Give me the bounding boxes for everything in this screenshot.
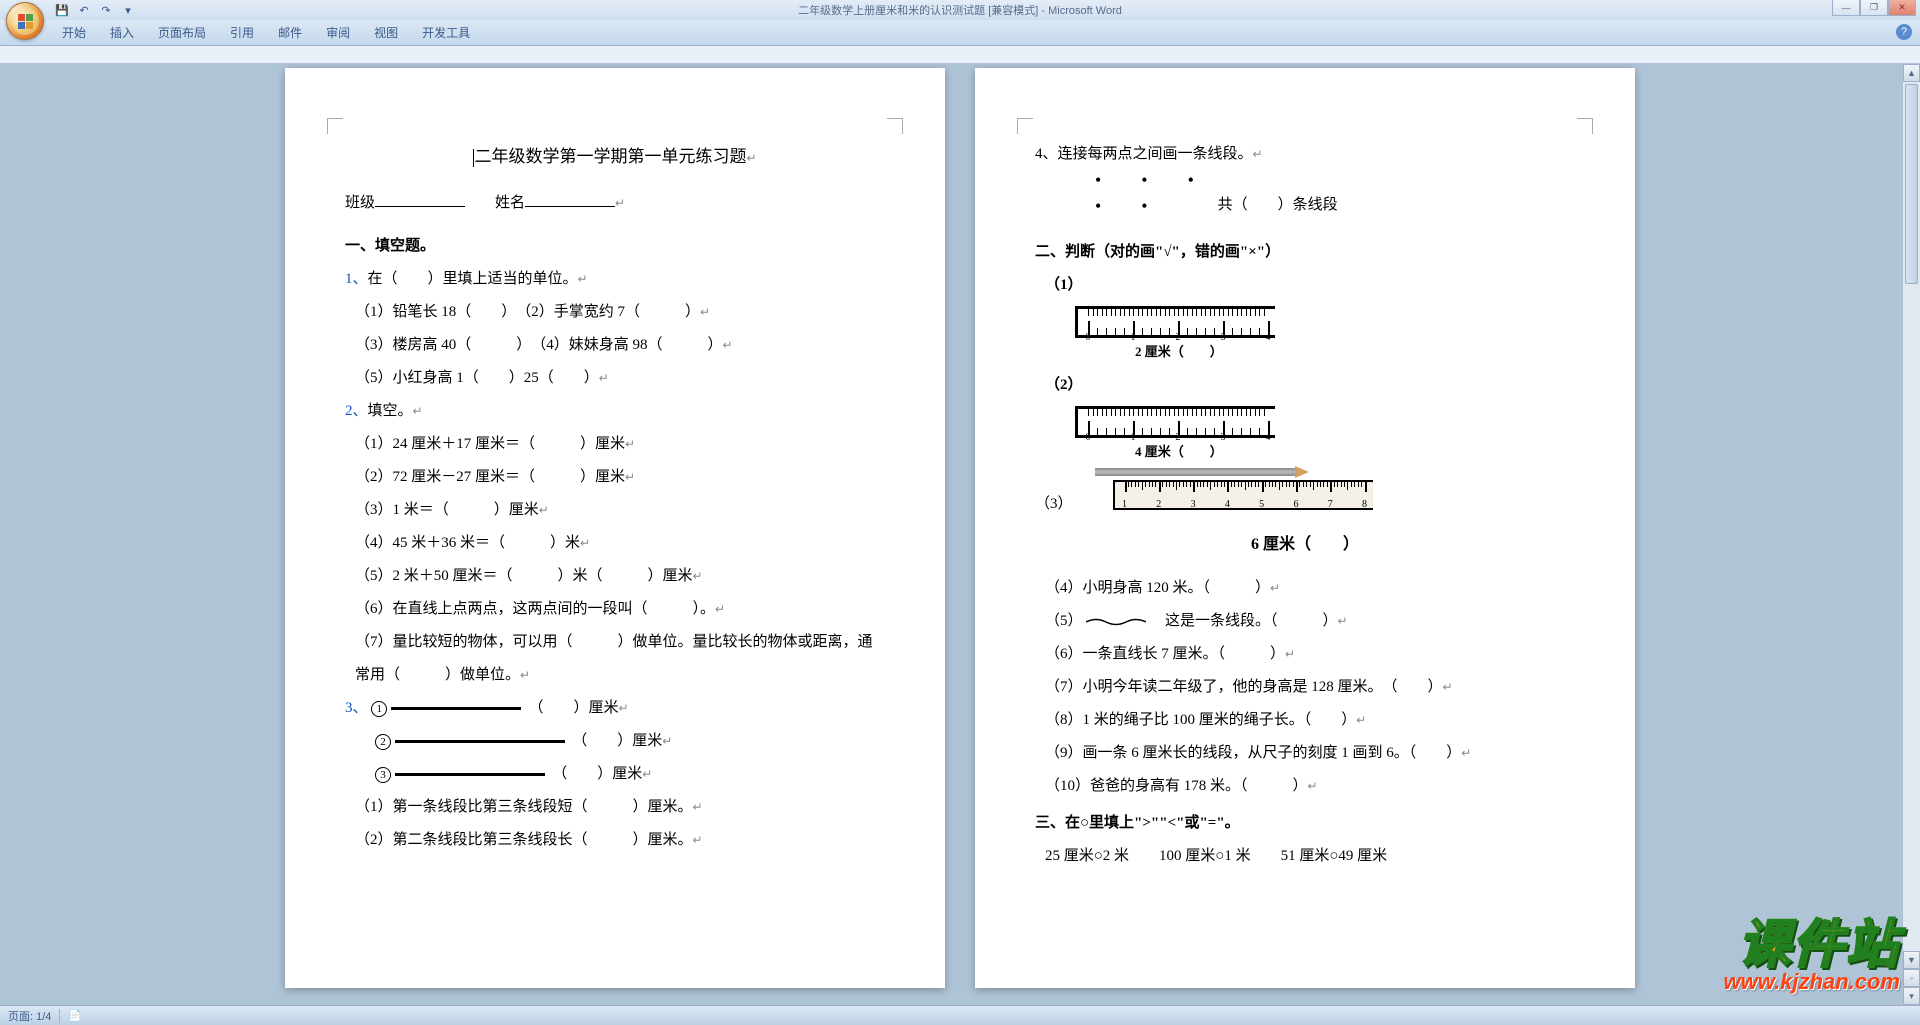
next-page-icon[interactable]: ▾ [1903, 987, 1920, 1005]
section-3-head: 三、在○里填上">""<"或"="。 [1035, 807, 1575, 840]
quick-access-toolbar: 💾 ↶ ↷ ▾ [52, 1, 138, 19]
q1: 1、在（ ）里填上适当的单位。↵ [345, 263, 885, 296]
q2-4: （4）45 米＋36 米＝（ ）米↵ [345, 527, 885, 560]
q2-2: （2）72 厘米－27 厘米＝（ ）厘米↵ [345, 461, 885, 494]
q1-5: （5）小红身高 1（ ）25（ ）↵ [345, 362, 885, 395]
status-bar: 页面: 1/4 📄 [0, 1005, 1920, 1025]
line-segment-1 [391, 707, 521, 710]
q3-s1: （1）第一条线段比第三条线段短（ ）厘米。↵ [345, 791, 885, 824]
office-button[interactable] [6, 2, 44, 40]
q3: 3、 1 （ ）厘米↵ [345, 692, 885, 725]
dots-row-2: •• [1035, 197, 1188, 215]
watermark: 课件站 www.kjzhan.com [1724, 902, 1900, 995]
scroll-down-icon[interactable]: ▼ [1903, 951, 1920, 969]
q3-line2: 2 （ ）厘米↵ [345, 725, 885, 758]
page-1: 二年级数学第一学期第一单元练习题↵ 班级 姓名↵ 一、填空题。 1、在（ ）里填… [285, 68, 945, 988]
line-segment-3 [395, 773, 545, 776]
watermark-text: 课件站 [1724, 902, 1900, 977]
ruler-image-2: 01234 4 厘米（ ） [1075, 406, 1575, 467]
dots-row-1: ••• [1035, 171, 1575, 189]
save-icon[interactable]: 💾 [52, 1, 72, 19]
page-2: 4、连接每两点之间画一条线段。↵ ••• •• 共（ ）条线段 二、判断（对的画… [975, 68, 1635, 988]
help-icon[interactable]: ? [1896, 24, 1912, 40]
minimize-button[interactable]: — [1832, 0, 1860, 16]
status-icon[interactable]: 📄 [68, 1009, 82, 1022]
qat-more-icon[interactable]: ▾ [118, 1, 138, 19]
q1-3: （3）楼房高 40（ ） （4）妹妹身高 98（ ）↵ [345, 329, 885, 362]
judge-3-label: （3） [1035, 488, 1073, 521]
undo-icon[interactable]: ↶ [74, 1, 94, 19]
document-area[interactable]: 二年级数学第一学期第一单元练习题↵ 班级 姓名↵ 一、填空题。 1、在（ ）里填… [0, 64, 1920, 1005]
wave-icon [1086, 617, 1146, 627]
q3-line3: 3 （ ）厘米↵ [345, 758, 885, 791]
judge-9: （9）画一条 6 厘米长的线段，从尺子的刻度 1 画到 6。（ ）↵ [1035, 737, 1575, 770]
prev-page-icon[interactable]: ◦ [1903, 969, 1920, 987]
ruler-image-1: 01234 2 厘米（ ） [1075, 306, 1575, 367]
q3-s2: （2）第二条线段比第三条线段长（ ）厘米。↵ [345, 824, 885, 857]
q2-7: （7）量比较短的物体，可以用（ ）做单位。量比较长的物体或距离，通常用（ ）做单… [345, 626, 885, 692]
scroll-thumb[interactable] [1905, 84, 1918, 284]
judge-4: （4）小明身高 120 米。（ ）↵ [1035, 572, 1575, 605]
q2-1: （1）24 厘米＋17 厘米＝（ ）厘米↵ [345, 428, 885, 461]
title-bar: 💾 ↶ ↷ ▾ 二年级数学上册厘米和米的认识测试题 [兼容模式] - Micro… [0, 0, 1920, 20]
maximize-button[interactable]: ❐ [1860, 0, 1888, 16]
section-2-head: 二、判断（对的画"√"，错的画"×"） [1035, 236, 1575, 269]
tab-layout[interactable]: 页面布局 [146, 20, 218, 45]
judge-7: （7）小明今年读二年级了，他的身高是 128 厘米。 （ ）↵ [1035, 671, 1575, 704]
window-title: 二年级数学上册厘米和米的认识测试题 [兼容模式] - Microsoft Wor… [798, 2, 1122, 18]
ribbon: 开始 插入 页面布局 引用 邮件 审阅 视图 开发工具 ? [0, 20, 1920, 46]
class-name-line: 班级 姓名↵ [345, 187, 885, 220]
tab-insert[interactable]: 插入 [98, 20, 146, 45]
tab-home[interactable]: 开始 [50, 20, 98, 45]
scroll-up-icon[interactable]: ▲ [1903, 64, 1920, 82]
close-button[interactable]: ✕ [1888, 0, 1916, 16]
q4-answer: 共（ ）条线段 [1218, 189, 1338, 222]
section-1-head: 一、填空题。 [345, 230, 885, 263]
horizontal-ruler[interactable] [0, 46, 1920, 64]
judge-8: （8）1 米的绳子比 100 厘米的绳子长。（ ）↵ [1035, 704, 1575, 737]
judge-6: （6）一条直线长 7 厘米。（ ）↵ [1035, 638, 1575, 671]
q4: 4、连接每两点之间画一条线段。↵ [1035, 138, 1575, 171]
ruler-3-caption: 6 厘米（ ） [1035, 527, 1575, 562]
q2-6: （6）在直线上点两点，这两点间的一段叫（ ）。↵ [345, 593, 885, 626]
q2-3: （3）1 米＝（ ）厘米↵ [345, 494, 885, 527]
redo-icon[interactable]: ↷ [96, 1, 116, 19]
page-indicator[interactable]: 页面: 1/4 [8, 1008, 51, 1024]
tab-review[interactable]: 审阅 [314, 20, 362, 45]
window-controls: — ❐ ✕ [1832, 0, 1916, 16]
judge-5: （5） 这是一条线段。（ ）↵ [1035, 605, 1575, 638]
judge-2: （2） [1035, 369, 1575, 402]
tab-view[interactable]: 视图 [362, 20, 410, 45]
q2: 2、填空。↵ [345, 395, 885, 428]
tab-mail[interactable]: 邮件 [266, 20, 314, 45]
doc-heading: 二年级数学第一学期第一单元练习题↵ [345, 138, 885, 175]
q1-1: （1）铅笔长 18（ ） （2）手掌宽约 7（ ）↵ [345, 296, 885, 329]
judge-1: （1） [1035, 269, 1575, 302]
ruler-image-3: 12345678 [1113, 480, 1373, 510]
s3-line: 25 厘米○2 米 100 厘米○1 米 51 厘米○49 厘米 [1035, 840, 1575, 873]
vertical-scrollbar[interactable]: ▲ ▼ ◦ ▾ [1902, 64, 1920, 1005]
line-segment-2 [395, 740, 565, 743]
judge-10: （10）爸爸的身高有 178 米。（ ）↵ [1035, 770, 1575, 803]
tab-references[interactable]: 引用 [218, 20, 266, 45]
pencil-image [1095, 468, 1295, 476]
q2-5: （5）2 米＋50 厘米＝（ ）米（ ）厘米↵ [345, 560, 885, 593]
tab-dev[interactable]: 开发工具 [410, 20, 482, 45]
